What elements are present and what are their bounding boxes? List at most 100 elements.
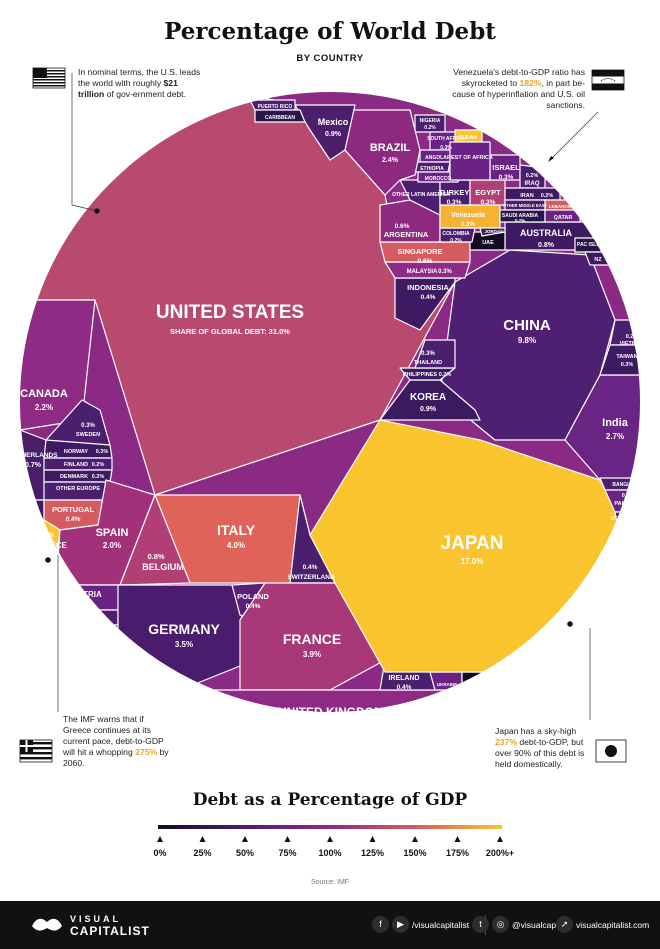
chart-subtitle: BY COUNTRY bbox=[296, 53, 364, 64]
cell-ukraine bbox=[429, 671, 463, 691]
cell-qatar bbox=[544, 209, 581, 223]
label-ethiopia: ETHIOPIA bbox=[420, 166, 444, 172]
label-caribbean: CARIBBEAN bbox=[265, 115, 295, 121]
label-indonesia: INDONESIA bbox=[407, 283, 449, 292]
label-argentina-value: 0.6% bbox=[395, 223, 410, 230]
label-uk-value: 3.5% bbox=[322, 721, 340, 730]
label-venezuela-value: 0.3% bbox=[461, 222, 475, 228]
label-australia: AUSTRALIA bbox=[520, 228, 572, 238]
label-puerto-rico: PUERTO RICO bbox=[258, 104, 293, 110]
legend-tick-label: 25% bbox=[193, 848, 211, 858]
label-norway-value: 0.3% bbox=[96, 449, 109, 455]
label-poland-value: 0.4% bbox=[246, 603, 261, 610]
label-germany-value: 3.5% bbox=[175, 640, 193, 649]
chart-title: Percentage of World Debt bbox=[164, 18, 496, 45]
legend-title: Debt as a Percentage of GDP bbox=[192, 790, 468, 810]
label-other-asia: OTHER ASIA bbox=[611, 516, 642, 522]
legend-tick-marker bbox=[327, 836, 333, 842]
legend-tick-marker bbox=[284, 836, 291, 842]
label-portugal-value: 0.4% bbox=[66, 516, 81, 523]
label-russia: RUSSIA bbox=[476, 675, 502, 682]
label-colombia: COLOMBIA bbox=[442, 231, 470, 237]
label-brazil: BRAZIL bbox=[370, 142, 411, 154]
label-australia-value: 0.8% bbox=[538, 242, 555, 249]
label-india: India bbox=[602, 417, 629, 429]
label-belgium: BELGIUM bbox=[142, 562, 184, 572]
footer-handle-facebook[interactable]: /visualcapitalist bbox=[412, 920, 470, 930]
label-belgium-value: 0.8% bbox=[147, 552, 164, 561]
callout-japan-dot bbox=[567, 621, 573, 627]
label-greece-value: 0.6% bbox=[38, 532, 55, 539]
cell-taiwan bbox=[599, 344, 641, 376]
label-austria-value: 0.5% bbox=[77, 601, 92, 608]
label-malaysia: MALAYSIA bbox=[407, 269, 438, 275]
label-spain-value: 2.0% bbox=[103, 541, 121, 550]
label-singapore-value: 0.6% bbox=[418, 258, 433, 265]
youtube-icon[interactable]: ▶ bbox=[392, 916, 409, 933]
label-china: CHINA bbox=[503, 317, 551, 334]
label-netherlands: NETHERLANDS bbox=[8, 452, 58, 459]
label-egypt: EGYPT bbox=[475, 188, 501, 197]
footer-handle-twitter[interactable]: @visualcap bbox=[512, 920, 557, 930]
label-russia-value: 0.3% bbox=[482, 684, 497, 691]
label-czech: CZECH bbox=[77, 641, 96, 647]
label-venezuela: Venezuela bbox=[451, 212, 485, 219]
legend-tick-label: 125% bbox=[361, 848, 384, 858]
facebook-icon[interactable]: f bbox=[372, 916, 389, 933]
label-indonesia-value: 0.4% bbox=[421, 294, 436, 301]
label-iraq-value: 0.2% bbox=[526, 173, 539, 179]
label-singapore: SINGAPORE bbox=[397, 247, 442, 256]
label-pac-isles: PAC ISLES bbox=[577, 242, 604, 248]
legend-gradient-bar bbox=[158, 825, 502, 829]
label-nigeria-value: 0.2% bbox=[424, 125, 436, 131]
cell-mexico bbox=[294, 104, 356, 161]
legend-tick-marker bbox=[497, 836, 503, 842]
cell-brazil bbox=[344, 109, 421, 196]
label-mexico-value: 0.9% bbox=[325, 131, 342, 138]
label-israel-value: 0.3% bbox=[499, 174, 514, 181]
label-other-europe: OTHER EUROPE bbox=[56, 486, 100, 492]
label-us-value: SHARE OF GLOBAL DEBT: 31.0% bbox=[170, 327, 290, 336]
label-other-mideast: OTHER MIDDLE EAST bbox=[503, 203, 548, 208]
note-greece: The IMF warns that if Greece continues a… bbox=[63, 714, 169, 768]
label-greece: GREECE bbox=[33, 541, 67, 550]
label-saudi: SAUDI ARABIA bbox=[502, 213, 539, 219]
cell-caribbean bbox=[254, 109, 306, 123]
callout-us-dot bbox=[94, 208, 100, 214]
note-venezuela: Venezuela's debt-to-GDP ratio has skyroc… bbox=[452, 67, 585, 110]
callout-venezuela-arrow bbox=[548, 156, 554, 162]
label-italy: ITALY bbox=[217, 522, 256, 538]
instagram-icon[interactable]: ◎ bbox=[492, 916, 509, 933]
label-thailand: THAILAND bbox=[414, 360, 442, 366]
label-austria: AUSTRIA bbox=[66, 590, 102, 599]
label-croatia: CROATIA bbox=[76, 630, 101, 636]
label-nigeria: NIGERIA bbox=[420, 118, 441, 124]
label-other-latam: OTHER LATIN AMERICA bbox=[392, 192, 450, 198]
label-malaysia-value: 0.3% bbox=[438, 269, 452, 275]
vc-logo-icon bbox=[32, 918, 62, 931]
label-turkey-value: 0.3% bbox=[447, 199, 462, 206]
legend-tick-label: 100% bbox=[318, 848, 341, 858]
label-taiwan-value: 0.3% bbox=[621, 362, 634, 368]
legend-tick-marker bbox=[199, 836, 206, 842]
label-lebanon: LEBANON bbox=[549, 204, 571, 209]
label-sweden: SWEDEN bbox=[76, 432, 100, 438]
footer-site-link[interactable]: visualcapitalist.com bbox=[576, 920, 650, 930]
label-angola: ANGOLA bbox=[425, 155, 447, 161]
flag-venezuela-icon bbox=[591, 69, 625, 91]
label-pakistan: PAKISTAN bbox=[614, 501, 641, 507]
legend-tick-marker bbox=[242, 836, 248, 842]
twitter-icon[interactable]: t bbox=[472, 916, 489, 933]
label-taiwan: TAIWAN bbox=[616, 354, 637, 360]
label-south-africa-value: 0.3% bbox=[440, 145, 452, 151]
label-iran: IRAN bbox=[520, 193, 533, 199]
footer-bar: VISUAL CAPITALIST f ▶ /visualcapitalist … bbox=[0, 901, 660, 949]
label-korea-value: 0.9% bbox=[420, 406, 437, 413]
label-poland: POLAND bbox=[237, 592, 269, 601]
legend-tick-marker bbox=[454, 836, 461, 842]
source-note: Source: IMF bbox=[310, 879, 350, 886]
label-uae: UAE bbox=[482, 240, 494, 246]
cursor-icon[interactable]: ➚ bbox=[556, 916, 573, 933]
label-ukraine: UKRAINE bbox=[437, 682, 458, 687]
